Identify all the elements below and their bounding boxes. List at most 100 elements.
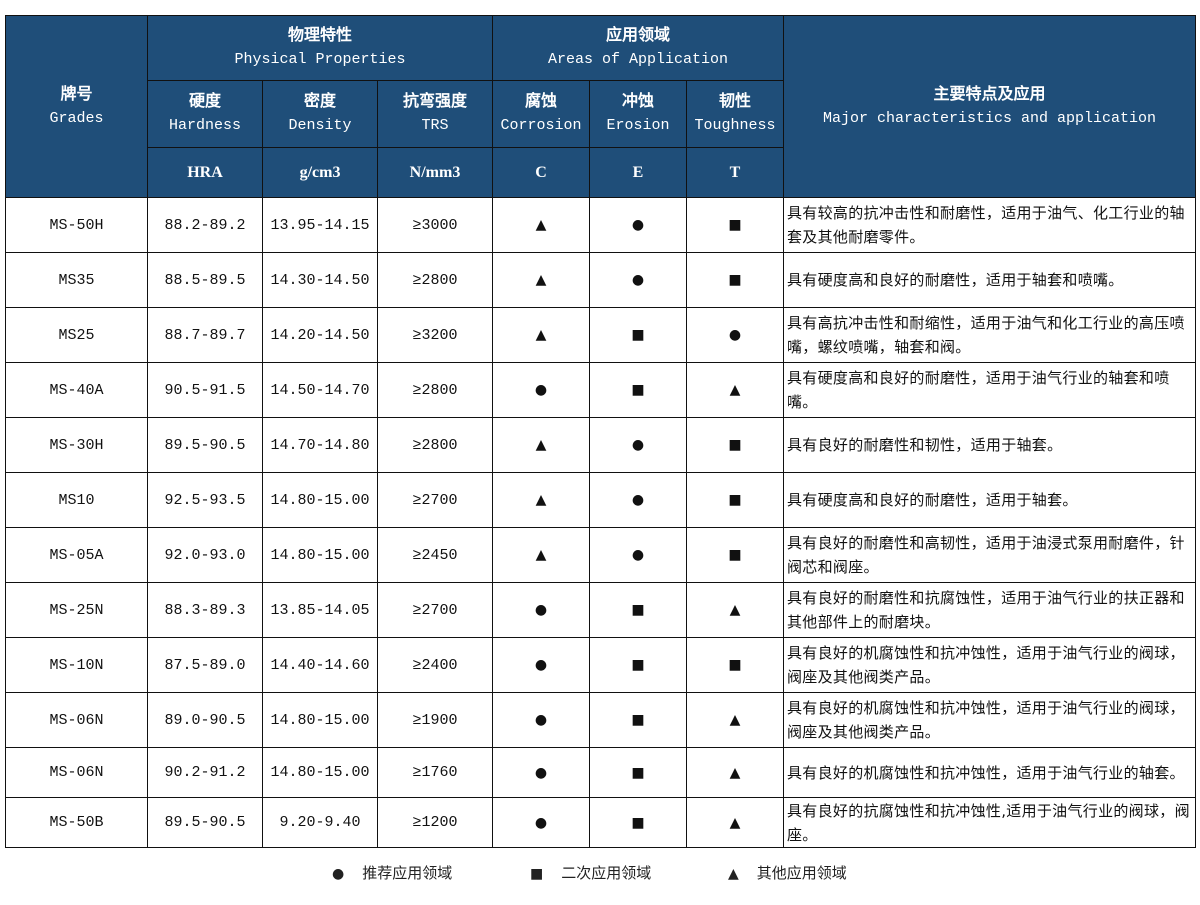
grade-cell: MS-06N (5, 747, 148, 798)
description-cell: 具有良好的机腐蚀性和抗冲蚀性，适用于油气行业的阀球，阀座及其他阀类产品。 (783, 637, 1196, 693)
description-cell: 具有良好的机腐蚀性和抗冲蚀性，适用于油气行业的阀球，阀座及其他阀类产品。 (783, 692, 1196, 748)
erosion-symbol: ■ (589, 797, 687, 848)
toughness-symbol: ▲ (686, 747, 784, 798)
corrosion-symbol: ▲ (492, 527, 590, 583)
density-cell: 14.80-15.00 (262, 527, 378, 583)
toughness-symbol: ■ (686, 472, 784, 528)
toughness-symbol: ▲ (686, 362, 784, 418)
density-cell: 9.20-9.40 (262, 797, 378, 848)
unit-corrosion: C (492, 147, 590, 198)
header-grades: 牌号 Grades (5, 15, 148, 198)
grade-cell: MS-06N (5, 692, 148, 748)
grade-cell: MS25 (5, 307, 148, 363)
grade-cell: MS-05A (5, 527, 148, 583)
unit-hardness: HRA (147, 147, 263, 198)
unit-erosion: E (589, 147, 687, 198)
grade-cell: MS-50B (5, 797, 148, 848)
table-row: MS-10N 87.5-89.0 14.40-14.60 ≥2400 ● ■ ■ 具有良好的机… (5, 637, 1196, 693)
hardness-cell: 92.5-93.5 (147, 472, 263, 528)
table-body: MS-50H 88.2-89.2 13.95-14.15 ≥3000 ▲ ● ■ 具有较高的抗… (5, 197, 1196, 848)
density-cell: 14.80-15.00 (262, 692, 378, 748)
description-cell: 具有硬度高和良好的耐磨性，适用于油气行业的轴套和喷嘴。 (783, 362, 1196, 418)
corrosion-symbol: ● (492, 637, 590, 693)
hardness-cell: 90.5-91.5 (147, 362, 263, 418)
erosion-symbol: ● (589, 197, 687, 253)
hardness-cell: 89.5-90.5 (147, 417, 263, 473)
unit-density: g/cm3 (262, 147, 378, 198)
hardness-cell: 88.2-89.2 (147, 197, 263, 253)
legend-item-recommended: ● 推荐应用领域 (332, 862, 452, 883)
corrosion-symbol: ▲ (492, 252, 590, 308)
trs-cell: ≥1900 (377, 692, 493, 748)
hardness-cell: 88.7-89.7 (147, 307, 263, 363)
header-areas-of-application: 应用领域 Areas of Application (492, 15, 784, 81)
erosion-symbol: ● (589, 252, 687, 308)
erosion-symbol: ● (589, 472, 687, 528)
legend-label: 推荐应用领域 (362, 864, 453, 882)
description-cell: 具有良好的抗腐蚀性和抗冲蚀性,适用于油气行业的阀球，阀座。 (783, 797, 1196, 848)
hardness-cell: 90.2-91.2 (147, 747, 263, 798)
trs-cell: ≥2700 (377, 472, 493, 528)
grades-table: 牌号 Grades 物理特性 Physical Properties 应用领域 Are… (5, 15, 1196, 848)
table-row: MS-06N 89.0-90.5 14.80-15.00 ≥1900 ● ■ ▲ 具有良好的机… (5, 692, 1196, 748)
corrosion-symbol: ▲ (492, 417, 590, 473)
header-major-characteristics: 主要特点及应用 Major characteristics and applica… (783, 15, 1196, 198)
table-row: MS-40A 90.5-91.5 14.50-14.70 ≥2800 ● ■ ▲ 具有硬度高和… (5, 362, 1196, 418)
corrosion-symbol: ● (492, 692, 590, 748)
header-corrosion: 腐蚀 Corrosion (492, 80, 590, 148)
corrosion-symbol: ● (492, 362, 590, 418)
density-cell: 14.20-14.50 (262, 307, 378, 363)
table-row: MS10 92.5-93.5 14.80-15.00 ≥2700 ▲ ● ■ 具有硬度高和良好… (5, 472, 1196, 528)
table-row: MS35 88.5-89.5 14.30-14.50 ≥2800 ▲ ● ■ 具有硬度高和良好… (5, 252, 1196, 308)
trs-cell: ≥3200 (377, 307, 493, 363)
trs-cell: ≥1200 (377, 797, 493, 848)
hardness-cell: 89.5-90.5 (147, 797, 263, 848)
grade-cell: MS35 (5, 252, 148, 308)
description-cell: 具有良好的耐磨性和抗腐蚀性，适用于油气行业的扶正器和其他部件上的耐磨块。 (783, 582, 1196, 638)
description-cell: 具有硬度高和良好的耐磨性，适用于轴套。 (783, 472, 1196, 528)
trs-cell: ≥2400 (377, 637, 493, 693)
legend-label: 其他应用领域 (756, 864, 847, 882)
hardness-cell: 88.3-89.3 (147, 582, 263, 638)
trs-cell: ≥2450 (377, 527, 493, 583)
hardness-cell: 89.0-90.5 (147, 692, 263, 748)
trs-cell: ≥3000 (377, 197, 493, 253)
header-hardness: 硬度 Hardness (147, 80, 263, 148)
legend-label: 二次应用领域 (561, 864, 652, 882)
toughness-symbol: ▲ (686, 582, 784, 638)
description-cell: 具有良好的耐磨性和韧性，适用于轴套。 (783, 417, 1196, 473)
description-cell: 具有较高的抗冲击性和耐磨性，适用于油气、化工行业的轴套及其他耐磨零件。 (783, 197, 1196, 253)
corrosion-symbol: ● (492, 747, 590, 798)
unit-trs: N/mm3 (377, 147, 493, 198)
description-cell: 具有良好的机腐蚀性和抗冲蚀性，适用于油气行业的轴套。 (783, 747, 1196, 798)
grade-cell: MS-50H (5, 197, 148, 253)
density-cell: 14.80-15.00 (262, 747, 378, 798)
legend-item-secondary: ■ 二次应用领域 (530, 862, 651, 883)
description-cell: 具有高抗冲击性和耐缩性，适用于油气和化工行业的高压喷嘴，螺纹喷嘴，轴套和阀。 (783, 307, 1196, 363)
legend-item-other: ▲ 其他应用领域 (728, 862, 847, 883)
erosion-symbol: ■ (589, 362, 687, 418)
erosion-symbol: ■ (589, 582, 687, 638)
header-physical-properties: 物理特性 Physical Properties (147, 15, 493, 81)
erosion-symbol: ■ (589, 307, 687, 363)
corrosion-symbol: ▲ (492, 307, 590, 363)
erosion-symbol: ■ (589, 747, 687, 798)
trs-cell: ≥2700 (377, 582, 493, 638)
toughness-symbol: ■ (686, 197, 784, 253)
density-cell: 14.70-14.80 (262, 417, 378, 473)
toughness-symbol: ■ (686, 417, 784, 473)
hardness-cell: 88.5-89.5 (147, 252, 263, 308)
grade-cell: MS-40A (5, 362, 148, 418)
toughness-symbol: ■ (686, 527, 784, 583)
trs-cell: ≥2800 (377, 362, 493, 418)
grade-cell: MS-25N (5, 582, 148, 638)
toughness-symbol: ▲ (686, 692, 784, 748)
table-row: MS25 88.7-89.7 14.20-14.50 ≥3200 ▲ ■ ● 具有高抗冲击性和… (5, 307, 1196, 363)
corrosion-symbol: ● (492, 582, 590, 638)
erosion-symbol: ■ (589, 637, 687, 693)
description-cell: 具有良好的耐磨性和高韧性，适用于油浸式泵用耐磨件，针阀芯和阀座。 (783, 527, 1196, 583)
trs-cell: ≥2800 (377, 417, 493, 473)
table-row: MS-50B 89.5-90.5 9.20-9.40 ≥1200 ● ■ ▲ 具有良好的抗腐蚀… (5, 797, 1196, 848)
description-cell: 具有硬度高和良好的耐磨性，适用于轴套和喷嘴。 (783, 252, 1196, 308)
grade-cell: MS-30H (5, 417, 148, 473)
